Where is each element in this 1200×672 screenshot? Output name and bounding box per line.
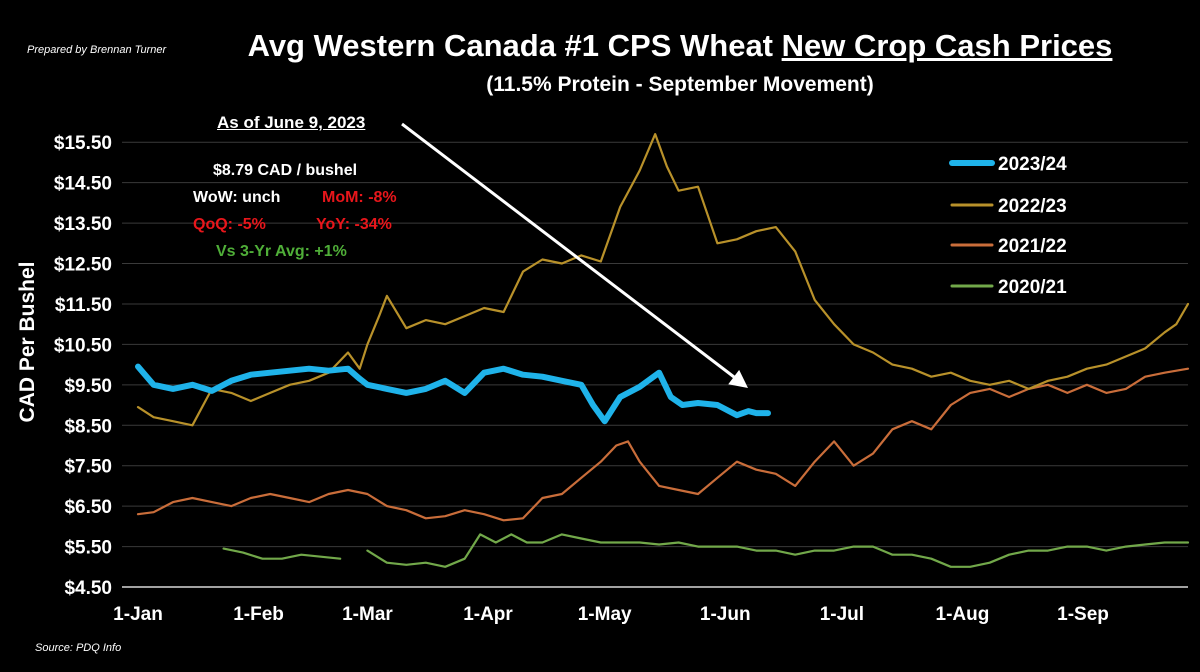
- arrow-head: [728, 369, 748, 388]
- wow-change: WoW: unch: [193, 189, 281, 206]
- legend-label: 2021/22: [998, 236, 1067, 257]
- y-tick-label: $4.50: [64, 578, 112, 599]
- title-main: Avg Western Canada #1 CPS Wheat: [247, 28, 782, 63]
- series-lines: [135, 133, 1190, 568]
- x-tick-label: 1-Sep: [1057, 604, 1109, 625]
- y-tick-label: $5.50: [64, 538, 112, 559]
- x-tick-label: 1-Feb: [233, 604, 284, 625]
- chart-subtitle: (11.5% Protein - September Movement): [486, 73, 874, 96]
- vs-3yr-avg: Vs 3-Yr Avg: +1%: [216, 243, 347, 260]
- legend-label: 2020/21: [998, 277, 1067, 298]
- y-tick-label: $8.50: [64, 416, 112, 437]
- x-tick-label: 1-Jun: [700, 604, 751, 625]
- y-tick-label: $15.50: [54, 133, 112, 154]
- series-line-2021-22: [136, 367, 1190, 522]
- y-tick-labels: $4.50 $5.50 $6.50 $7.50 $8.50 $9.50 $10.50 $11.…: [54, 133, 112, 599]
- credit-text: Prepared by Brennan Turner: [27, 44, 167, 56]
- legend-label: 2023/24: [998, 154, 1067, 175]
- current-price: $8.79 CAD / bushel: [213, 162, 358, 179]
- y-tick-label: $11.50: [55, 295, 112, 316]
- legend-label: 2022/23: [998, 196, 1067, 217]
- source-text: Source: PDQ Info: [35, 642, 122, 654]
- annotation-arrow: [401, 122, 748, 388]
- qoq-change: QoQ: -5%: [193, 216, 266, 233]
- series-line-2023-24: [135, 363, 771, 425]
- yoy-change: YoY: -34%: [316, 216, 392, 233]
- x-tick-label: 1-Aug: [936, 604, 990, 625]
- x-tick-label: 1-Mar: [342, 604, 393, 625]
- y-tick-label: $6.50: [64, 497, 112, 518]
- y-tick-label: $13.50: [54, 214, 112, 235]
- y-tick-label: $9.50: [64, 376, 112, 397]
- arrow-shaft: [401, 122, 739, 382]
- y-tick-label: $12.50: [54, 255, 112, 276]
- y-tick-label: $14.50: [54, 174, 112, 195]
- x-tick-label: 1-May: [578, 604, 632, 625]
- x-tick-label: 1-Jan: [113, 604, 163, 625]
- as-of-date: As of June 9, 2023: [217, 113, 366, 132]
- series-line-2020-21: [222, 533, 1190, 568]
- y-axis-label: CAD Per Bushel: [16, 261, 39, 422]
- gridlines: [122, 141, 1188, 588]
- x-tick-labels: 1-Jan 1-Feb 1-Mar 1-Apr 1-May 1-Jun 1-Jul 1-Aug…: [113, 604, 1109, 625]
- x-tick-label: 1-Apr: [463, 604, 513, 625]
- y-tick-label: $7.50: [64, 457, 112, 478]
- chart-title: Avg Western Canada #1 CPS Wheat New Crop…: [200, 28, 1160, 64]
- mom-change: MoM: -8%: [322, 189, 397, 206]
- series-line-2022-23: [136, 133, 1190, 427]
- legend: 2023/24 2022/23 2021/22 2020/21: [949, 154, 1067, 298]
- y-tick-label: $10.50: [54, 335, 112, 356]
- x-tick-label: 1-Jul: [820, 604, 864, 625]
- title-underlined: New Crop Cash Prices: [781, 28, 1113, 63]
